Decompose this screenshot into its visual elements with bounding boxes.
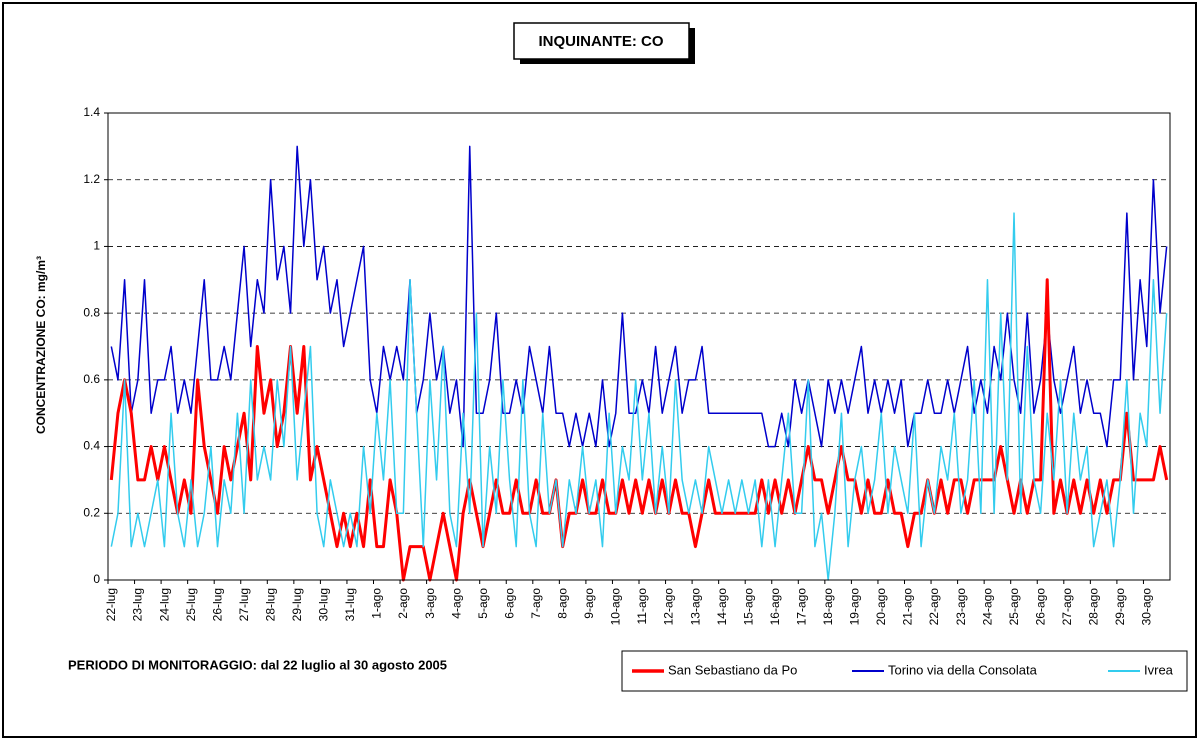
x-tick-label: 11-ago (635, 588, 649, 625)
x-tick-label: 28-lug (263, 588, 277, 621)
x-tick-label: 23-ago (954, 588, 968, 626)
series-line (109, 278, 1169, 582)
x-tick-label: 8-ago (556, 588, 570, 619)
x-tick-label: 10-ago (609, 588, 623, 626)
x-tick-label: 5-ago (476, 588, 490, 619)
title-box (513, 22, 690, 60)
x-tick-label: 16-ago (768, 588, 782, 626)
x-tick-label: 15-ago (741, 588, 755, 626)
y-tick-label: 0.4 (83, 439, 100, 453)
x-tick-label: 25-lug (184, 588, 198, 621)
x-tick-label: 6-ago (502, 588, 516, 619)
x-tick-label: 21-ago (901, 588, 915, 626)
x-tick-label: 24-ago (980, 588, 994, 626)
legend-label: San Sebastiano da Po (668, 662, 797, 677)
x-tick-label: 30-ago (1140, 588, 1154, 626)
x-tick-label: 26-ago (1033, 588, 1047, 626)
y-tick-label: 1.4 (83, 105, 100, 119)
annotation: PERIODO DI MONITORAGGIO: dal 22 luglio a… (68, 657, 447, 672)
x-tick-label: 14-ago (715, 588, 729, 626)
x-tick-label: 29-lug (290, 588, 304, 621)
x-tick-label: 27-ago (1060, 588, 1074, 626)
x-tick-label: 18-ago (821, 588, 835, 626)
y-tick-label: 1.2 (83, 172, 100, 186)
x-tick-label: 30-lug (317, 588, 331, 621)
x-tick-label: 19-ago (848, 588, 862, 626)
x-tick-label: 29-ago (1113, 588, 1127, 626)
legend-label: Torino via della Consolata (888, 662, 1038, 677)
x-tick-label: 13-ago (688, 588, 702, 626)
x-tick-label: 12-ago (662, 588, 676, 626)
x-tick-label: 9-ago (582, 588, 596, 619)
x-tick-label: 4-ago (449, 588, 463, 619)
legend-box (621, 650, 1188, 692)
y-axis-label: CONCENTRAZIONE CO: mg/m³ (34, 256, 48, 434)
chart-title: INQUINANTE: CO (539, 33, 664, 50)
x-tick-label: 3-ago (423, 588, 437, 619)
x-tick-label: 27-lug (237, 588, 251, 621)
legend-label: Ivrea (1144, 662, 1174, 677)
x-tick-label: 26-lug (210, 588, 224, 621)
x-tick-label: 23-lug (131, 588, 145, 621)
x-tick-label: 22-lug (104, 588, 118, 621)
series-line (110, 212, 1168, 581)
x-tick-label: 31-lug (343, 588, 357, 621)
y-tick-label: 0.2 (83, 505, 100, 519)
y-tick-label: 0.6 (83, 372, 100, 386)
x-tick-label: 20-ago (874, 588, 888, 626)
x-tick-label: 25-ago (1007, 588, 1021, 626)
x-tick-label: 22-ago (927, 588, 941, 626)
x-tick-label: 2-ago (396, 588, 410, 619)
y-tick-label: 0.8 (83, 305, 100, 319)
x-tick-label: 24-lug (157, 588, 171, 621)
plot-border (107, 112, 1171, 581)
x-tick-label: 17-ago (794, 588, 808, 626)
y-tick-label: 0 (93, 572, 100, 586)
x-tick-label: 7-ago (529, 588, 543, 619)
x-tick-label: 28-ago (1087, 588, 1101, 626)
x-tick-label: 1-ago (370, 588, 384, 619)
y-tick-label: 1 (93, 239, 100, 253)
